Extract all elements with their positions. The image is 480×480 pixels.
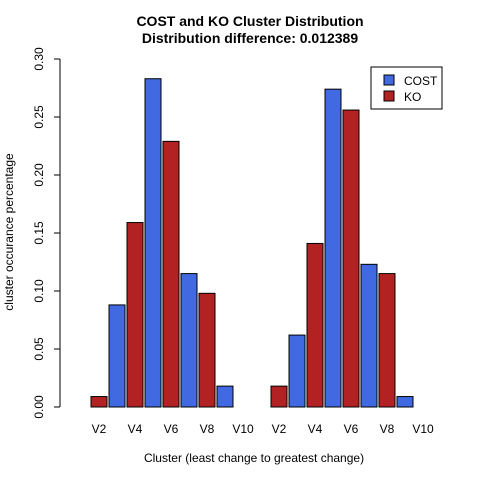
y-tick-label: 0.20 [32, 163, 46, 187]
bar [162, 140, 180, 408]
bar [108, 304, 126, 408]
legend-swatch-ko [383, 90, 395, 102]
y-tick-label: 0.00 [32, 395, 46, 419]
bars [90, 78, 414, 408]
bar [306, 242, 324, 408]
x-tick-label: V8 [200, 422, 215, 436]
x-axis-label: Cluster (least change to greatest change… [144, 451, 364, 465]
legend-label-ko: KO [404, 90, 421, 104]
x-tick-label: V2 [92, 422, 107, 436]
y-tick-label: 0.05 [32, 337, 46, 361]
x-tick-label: V10 [232, 422, 254, 436]
bar [270, 385, 288, 408]
bar [198, 292, 216, 408]
y-tick-label: 0.15 [32, 221, 46, 245]
bar [126, 222, 144, 408]
bar [342, 109, 360, 408]
y-tick-label: 0.25 [32, 105, 46, 129]
legend-label-cost: COST [404, 74, 438, 88]
x-tick-label: V4 [308, 422, 323, 436]
y-axis-label: cluster occurance percentage [2, 153, 16, 311]
bar [288, 334, 306, 408]
chart-title: COST and KO Cluster Distribution [136, 13, 363, 29]
x-tick-label: V6 [344, 422, 359, 436]
legend-swatch-cost [383, 74, 395, 86]
x-tick-label: V2 [272, 422, 287, 436]
bar [396, 396, 414, 408]
chart-subtitle: Distribution difference: 0.012389 [142, 30, 359, 46]
bar [360, 263, 378, 408]
bar [144, 78, 162, 408]
legend: COST KO [370, 66, 443, 110]
bar [180, 273, 198, 408]
legend-box [370, 66, 443, 110]
y-tick-label: 0.30 [32, 47, 46, 71]
x-tick-label: V6 [164, 422, 179, 436]
y-tick-label: 0.10 [32, 279, 46, 303]
x-tick-label: V4 [128, 422, 143, 436]
y-axis: 0.00 0.05 0.10 0.15 0.20 0.25 0.30 [32, 47, 61, 419]
bar [216, 385, 234, 408]
bar [324, 88, 342, 408]
bar [90, 396, 108, 408]
x-tick-label: V8 [380, 422, 395, 436]
x-tick-label: V10 [412, 422, 434, 436]
x-tick-labels: V2 V4 V6 V8 V10 V2 V4 V6 V8 V10 [92, 422, 434, 436]
bar [378, 273, 396, 408]
